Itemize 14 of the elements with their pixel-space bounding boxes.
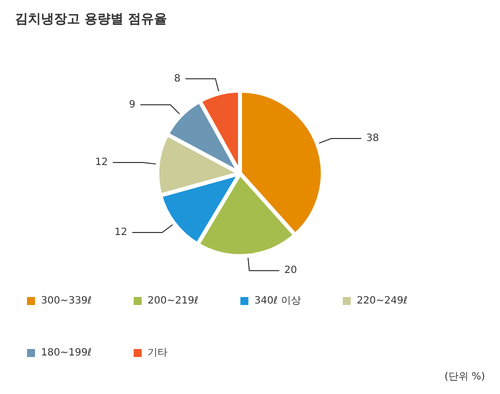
data-label: 12	[114, 227, 128, 238]
data-label: 20	[284, 265, 298, 276]
chart-title: 김치냉장고 용량별 점유율	[15, 12, 168, 27]
data-label: 12	[95, 157, 108, 168]
legend-label: 340ℓ 이상	[254, 296, 301, 306]
legend-label: 180~199ℓ	[41, 348, 92, 358]
legend-label: 220~249ℓ	[356, 296, 408, 306]
data-label: 8	[174, 73, 180, 84]
legend-label: 기타	[148, 348, 168, 358]
legend-label: 200~219ℓ	[148, 296, 198, 306]
data-label: 38	[366, 132, 380, 144]
legend-label: 300~339ℓ	[41, 296, 92, 306]
text: (단위 %)	[444, 372, 486, 382]
data-label: 9	[128, 99, 136, 110]
